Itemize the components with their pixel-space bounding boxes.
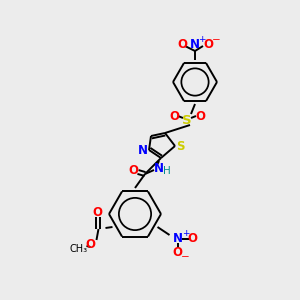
Text: N: N bbox=[154, 161, 164, 175]
Text: N: N bbox=[172, 232, 182, 245]
Text: N: N bbox=[190, 38, 200, 52]
Text: O: O bbox=[188, 232, 197, 245]
Text: −: − bbox=[212, 35, 220, 45]
Text: CH₃: CH₃ bbox=[69, 244, 88, 254]
Text: H: H bbox=[163, 166, 171, 176]
Text: O: O bbox=[172, 245, 182, 259]
Text: S: S bbox=[176, 140, 184, 152]
Text: N: N bbox=[138, 143, 148, 157]
Text: +: + bbox=[182, 230, 189, 238]
Text: O: O bbox=[92, 206, 103, 220]
Text: +: + bbox=[198, 35, 206, 44]
Text: −: − bbox=[181, 252, 190, 262]
Text: O: O bbox=[128, 164, 138, 176]
Text: O: O bbox=[177, 38, 187, 52]
Text: O: O bbox=[169, 110, 179, 122]
Text: O: O bbox=[203, 38, 213, 52]
Text: O: O bbox=[85, 238, 95, 251]
Text: S: S bbox=[182, 113, 192, 127]
Text: O: O bbox=[195, 110, 205, 122]
